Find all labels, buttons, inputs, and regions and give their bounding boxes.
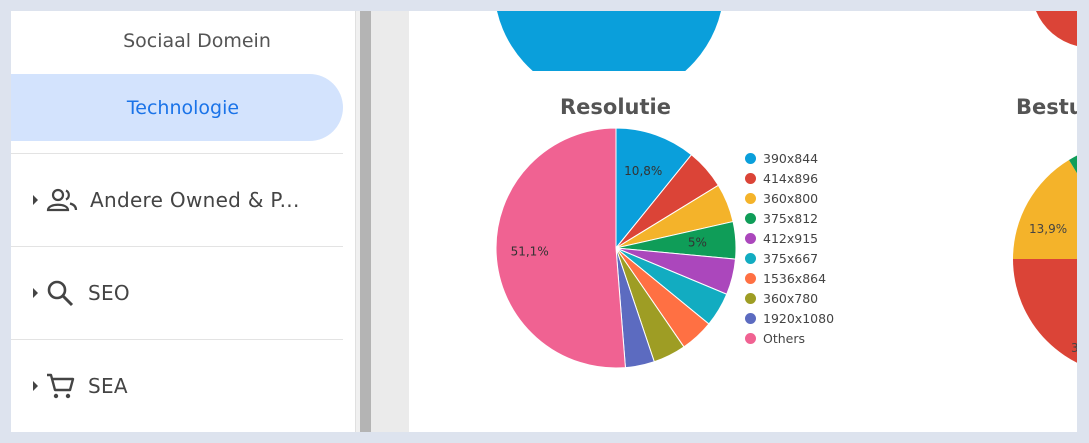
caret-right-icon[interactable] — [33, 381, 38, 391]
previous-pie-chart-partial — [497, 11, 1077, 71]
legend-dot-icon — [745, 192, 756, 204]
sidebar-active-label: Technologie — [126, 96, 240, 119]
sidebar-subitem-technologie[interactable]: Technologie — [11, 74, 343, 141]
legend-item[interactable]: 375x812 — [745, 208, 834, 228]
pie-data-label: 5% — [688, 236, 707, 250]
second-pie-slice-red — [1013, 259, 1077, 363]
divider — [11, 153, 343, 154]
resolution-legend: 390x844 414x896 360x800 375x812 412x915 375x6… — [745, 148, 834, 348]
sidebar: Sociaal Domein Technologie Andere Owned … — [11, 11, 355, 432]
sidebar-item-label: SEA — [88, 374, 128, 398]
cart-icon — [47, 373, 75, 399]
legend-item[interactable]: 375x667 — [745, 248, 834, 268]
second-pie-slice-yellow — [1013, 160, 1077, 259]
divider — [11, 246, 343, 247]
legend-dot-icon — [745, 312, 756, 324]
chart-title-second: Bestu — [1016, 95, 1077, 119]
caret-right-icon[interactable] — [33, 195, 38, 205]
legend-item[interactable]: 412x915 — [745, 228, 834, 248]
caret-right-icon[interactable] — [33, 288, 38, 298]
previous-pie-slice — [497, 11, 721, 71]
sidebar-subitem-sociaal-domein[interactable]: Sociaal Domein — [11, 11, 355, 71]
second-pie-data-label-partial: 3 — [1071, 341, 1077, 355]
sidebar-item-sea[interactable]: SEA — [11, 356, 343, 416]
previous-pie-slice-2 — [1036, 11, 1077, 46]
people-icon — [46, 188, 78, 212]
legend-dot-icon — [745, 252, 756, 264]
legend-label: 360x780 — [763, 290, 819, 306]
legend-item[interactable]: 1920x1080 — [745, 308, 834, 328]
divider — [11, 339, 343, 340]
legend-item[interactable]: Others — [745, 328, 834, 348]
sidebar-scrollbar-thumb[interactable] — [360, 11, 371, 432]
legend-label: 414x896 — [763, 170, 819, 186]
app-window: Sociaal Domein Technologie Andere Owned … — [11, 11, 1077, 432]
legend-label: 390x844 — [763, 150, 819, 166]
second-pie-data-label: 13,9% — [1029, 222, 1067, 236]
sidebar-item-label: Andere Owned & P... — [90, 188, 300, 212]
pie-data-label: 10,8% — [624, 164, 662, 178]
legend-label: 360x800 — [763, 190, 819, 206]
pie-slice-390x844[interactable] — [615, 127, 693, 250]
legend-item[interactable]: 390x844 — [745, 148, 834, 168]
resolution-pie-chart: 10,8% 5% 51,1% — [495, 127, 737, 369]
second-pie-slice-green — [1069, 155, 1077, 174]
legend-dot-icon — [745, 152, 756, 164]
legend-dot-icon — [745, 232, 756, 244]
legend-label: 375x812 — [763, 210, 819, 226]
charts-area: Resolutie 10,8% 5% 51,1% 390x844 414x896 360… — [409, 11, 1077, 432]
sidebar-item-seo[interactable]: SEO — [11, 263, 343, 323]
legend-label: Others — [763, 330, 806, 346]
legend-dot-icon — [745, 212, 756, 224]
content-gutter — [371, 11, 409, 432]
legend-dot-icon — [745, 172, 756, 184]
sidebar-subitem-label: Sociaal Domein — [123, 30, 271, 52]
pie-data-label: 51,1% — [511, 244, 549, 258]
legend-label: 412x915 — [763, 230, 819, 246]
legend-dot-icon — [745, 332, 756, 344]
legend-dot-icon — [745, 272, 756, 284]
legend-item[interactable]: 360x780 — [745, 288, 834, 308]
legend-item[interactable]: 360x800 — [745, 188, 834, 208]
second-pie-chart-partial: 13,9% 3 — [1013, 155, 1077, 363]
legend-label: 1536x864 — [763, 270, 827, 286]
search-icon — [47, 280, 74, 307]
legend-item[interactable]: 414x896 — [745, 168, 834, 188]
legend-item[interactable]: 1536x864 — [745, 268, 834, 288]
legend-dot-icon — [745, 292, 756, 304]
pie-slice-others[interactable] — [495, 127, 626, 369]
legend-label: 375x667 — [763, 250, 819, 266]
sidebar-item-label: SEO — [88, 281, 130, 305]
chart-title-resolutie: Resolutie — [560, 95, 671, 119]
sidebar-item-andere-owned[interactable]: Andere Owned & P... — [11, 170, 343, 230]
legend-label: 1920x1080 — [763, 310, 835, 326]
